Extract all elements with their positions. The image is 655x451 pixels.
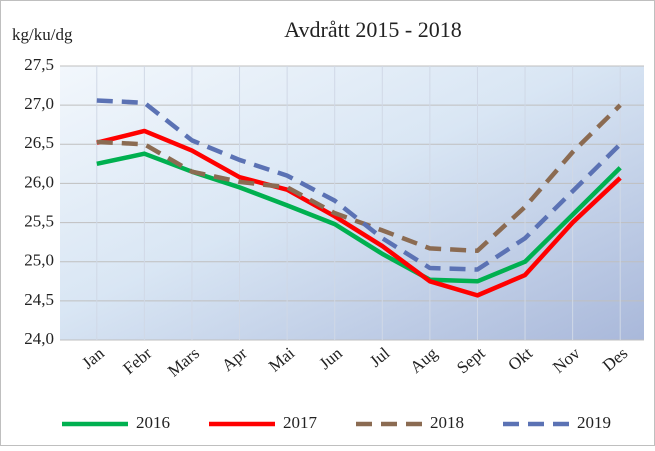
y-tick-label: 27,5 <box>24 55 54 74</box>
y-tick-label: 24,5 <box>24 290 54 309</box>
y-axis-label: kg/ku/dg <box>12 25 73 44</box>
y-tick-label: 26,0 <box>24 172 54 191</box>
series-line <box>96 151 622 284</box>
legend-label: 2017 <box>283 413 318 432</box>
y-tick-label: 25,5 <box>24 211 54 230</box>
series-line <box>96 128 622 298</box>
legend-label: 2019 <box>577 413 611 432</box>
legend-label: 2016 <box>136 413 170 432</box>
series-line <box>96 103 622 254</box>
chart-title: Avdrått 2015 - 2018 <box>284 17 461 42</box>
y-tick-label: 24,0 <box>24 329 54 348</box>
legend-label: 2018 <box>430 413 464 432</box>
y-tick-label: 27,0 <box>24 94 54 113</box>
y-tick-label: 26,5 <box>24 133 54 152</box>
y-tick-label: 25,0 <box>24 251 54 270</box>
